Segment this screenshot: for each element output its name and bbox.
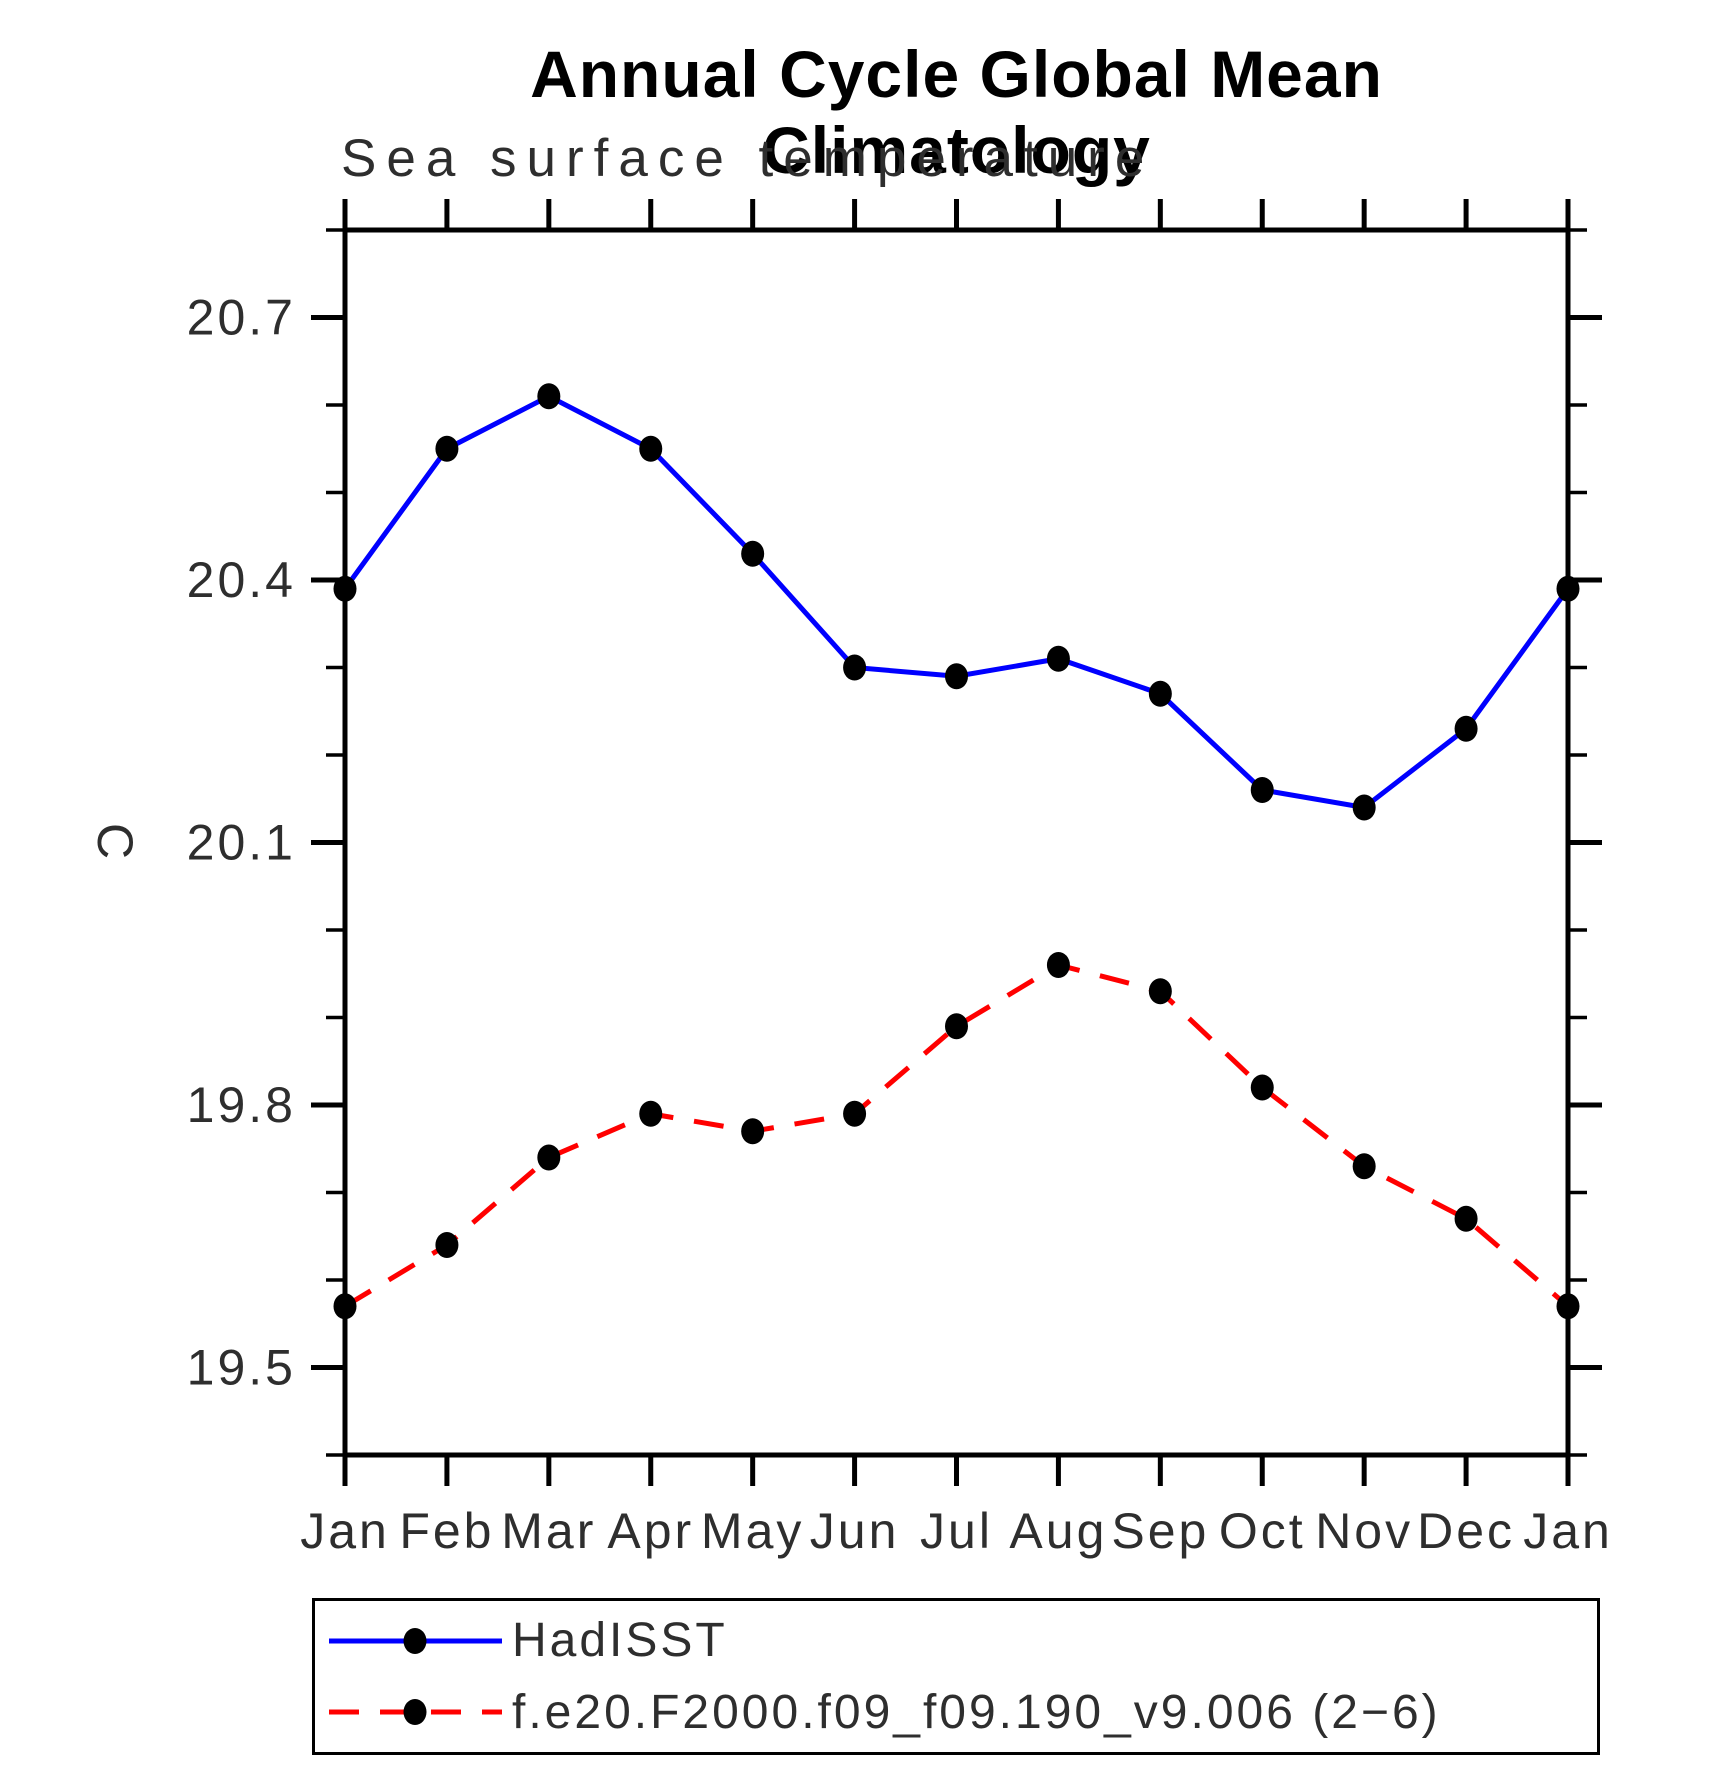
x-tick-label: Jul: [920, 1503, 993, 1559]
x-tick-label: Jun: [810, 1503, 900, 1559]
data-point-marker: [843, 1100, 867, 1127]
y-tick-label: 19.8: [187, 1077, 296, 1133]
legend-swatch-0: [329, 1627, 502, 1654]
plot-frame: [342, 227, 1571, 1458]
legend-label-hadisst: HadISST: [512, 1614, 728, 1668]
chart-subtitle: Sea surface temperature: [341, 129, 1155, 188]
data-point-marker: [1454, 1205, 1478, 1232]
legend-box: HadISST f.e20.F2000.f09_f09.190_v9.006 (…: [312, 1598, 1600, 1755]
data-point-marker: [333, 575, 357, 602]
data-point-marker: [639, 1100, 663, 1127]
x-tick-label: Mar: [501, 1503, 596, 1559]
data-point-marker: [741, 1118, 765, 1145]
x-tick-label: Nov: [1315, 1503, 1413, 1559]
x-tick-label: Oct: [1219, 1503, 1306, 1559]
x-tick-label: May: [701, 1503, 804, 1559]
y-tick-label: 20.4: [187, 552, 296, 608]
data-point-marker: [1250, 1074, 1274, 1101]
y-tick-label: 20.1: [187, 815, 296, 871]
data-point-marker: [537, 1144, 561, 1171]
x-tick-label: Feb: [399, 1503, 494, 1559]
x-tick-label: Jan: [1523, 1503, 1613, 1559]
legend-entry-model: f.e20.F2000.f09_f09.190_v9.006 (2−6): [315, 1684, 1597, 1740]
series-line-0: [342, 393, 1571, 811]
y-tick-label: 19.5: [187, 1340, 296, 1396]
data-point-marker: [1148, 680, 1172, 707]
data-point-marker: [741, 540, 765, 567]
data-point-marker: [945, 1013, 968, 1040]
data-point-marker: [639, 435, 663, 462]
legend-marker-0: [403, 1627, 427, 1654]
page-title: Annual Cycle Global Mean Climatology: [530, 37, 1383, 187]
data-point-marker: [1454, 715, 1478, 742]
x-tick-label: Dec: [1417, 1503, 1515, 1559]
y-tick-label: 20.7: [187, 290, 296, 346]
data-point-marker: [1148, 978, 1172, 1005]
legend-label-model: f.e20.F2000.f09_f09.190_v9.006 (2−6): [512, 1685, 1441, 1739]
x-tick-label: Jan: [300, 1503, 390, 1559]
data-point-marker: [537, 383, 561, 410]
data-point-marker: [1556, 575, 1580, 602]
data-point-marker: [1352, 794, 1376, 821]
data-point-marker: [333, 1293, 357, 1320]
data-point-marker: [435, 1232, 459, 1258]
data-point-marker: [1046, 952, 1070, 978]
data-point-marker: [1046, 645, 1070, 672]
legend-marker-1: [403, 1699, 427, 1726]
legend-entry-hadisst: HadISST: [315, 1613, 1597, 1669]
x-tick-label: Sep: [1111, 1503, 1209, 1559]
data-point-marker: [843, 654, 867, 681]
data-point-marker: [945, 663, 968, 690]
x-tick-label: Aug: [1009, 1503, 1107, 1559]
data-point-marker: [435, 435, 459, 462]
data-point-marker: [1250, 777, 1274, 803]
legend-swatch-1: [329, 1699, 502, 1726]
data-point-marker: [1556, 1293, 1580, 1320]
data-point-marker: [1352, 1153, 1376, 1180]
x-tick-label: Apr: [607, 1503, 694, 1559]
